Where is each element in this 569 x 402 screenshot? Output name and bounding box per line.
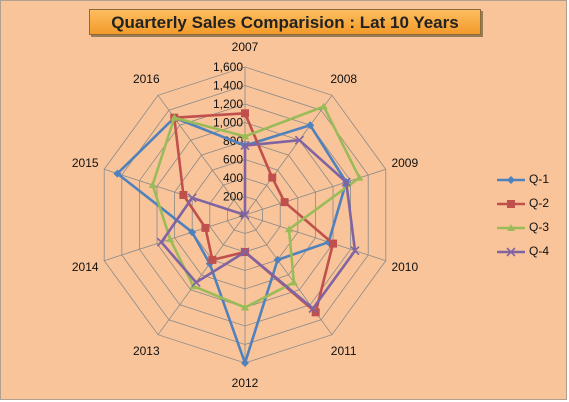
category-label: 2010	[391, 260, 418, 274]
radial-tick-label: 1,400	[213, 79, 243, 93]
chart-title: Quarterly Sales Comparision : Lat 10 Yea…	[89, 9, 481, 35]
data-point	[240, 141, 250, 151]
data-point	[187, 193, 197, 203]
data-point	[156, 237, 166, 247]
category-label: 2012	[232, 376, 259, 390]
legend-label: Q-3	[529, 220, 550, 234]
data-point	[329, 239, 337, 248]
data-point	[166, 235, 175, 243]
legend-swatch	[497, 247, 525, 257]
data-point	[191, 277, 201, 287]
grid-spoke	[104, 214, 246, 262]
grid-spoke	[244, 214, 386, 262]
radial-tick-label: 1,600	[213, 60, 243, 74]
data-point	[355, 173, 364, 181]
data-point	[188, 228, 197, 237]
category-label: 2011	[331, 344, 357, 358]
category-label: 2009	[391, 156, 418, 170]
category-label: 2014	[72, 260, 99, 274]
data-point	[170, 113, 179, 121]
legend-item: Q-3	[497, 219, 563, 243]
legend: Q-1 Q-2 Q-3 Q-4	[497, 171, 563, 267]
data-point	[268, 173, 277, 182]
legend-swatch	[497, 200, 525, 208]
legend-swatch	[497, 176, 525, 184]
legend-item: Q-4	[497, 243, 563, 267]
category-label: 2007	[232, 40, 259, 54]
data-point	[240, 247, 250, 257]
data-point	[241, 303, 249, 311]
data-point	[289, 278, 298, 286]
legend-item: Q-1	[497, 171, 563, 195]
radial-tick-label: 400	[223, 171, 243, 185]
radial-tick-label: 1,200	[213, 97, 243, 111]
data-point	[201, 223, 210, 232]
data-point	[294, 135, 304, 145]
legend-swatch	[497, 224, 525, 231]
data-point	[306, 121, 315, 130]
legend-label: Q-2	[529, 196, 550, 210]
category-label: 2008	[330, 72, 357, 86]
data-point	[241, 132, 249, 140]
radial-tick-label: 600	[223, 153, 243, 167]
category-label: 2016	[133, 72, 160, 86]
data-point	[179, 191, 188, 199]
category-label: 2015	[72, 156, 99, 170]
legend-label: Q-4	[529, 244, 550, 258]
data-point	[341, 177, 351, 187]
data-point	[280, 198, 289, 207]
grid-spoke	[157, 214, 246, 335]
data-point	[285, 225, 293, 233]
data-point	[241, 109, 249, 118]
grid-spoke	[244, 95, 333, 216]
category-label: 2013	[133, 344, 160, 358]
legend-item: Q-2	[497, 195, 563, 219]
data-point	[319, 102, 328, 110]
radial-tick-label: 1,000	[213, 116, 243, 130]
data-point	[350, 246, 360, 256]
data-point	[113, 169, 122, 178]
radial-tick-label: 200	[223, 190, 243, 204]
data-point	[308, 303, 318, 314]
legend-label: Q-1	[529, 172, 550, 186]
data-point	[240, 210, 250, 220]
grid-spoke	[244, 168, 386, 216]
data-point	[273, 255, 282, 264]
data-point	[148, 181, 157, 188]
data-point	[241, 359, 249, 367]
data-point	[208, 255, 217, 264]
